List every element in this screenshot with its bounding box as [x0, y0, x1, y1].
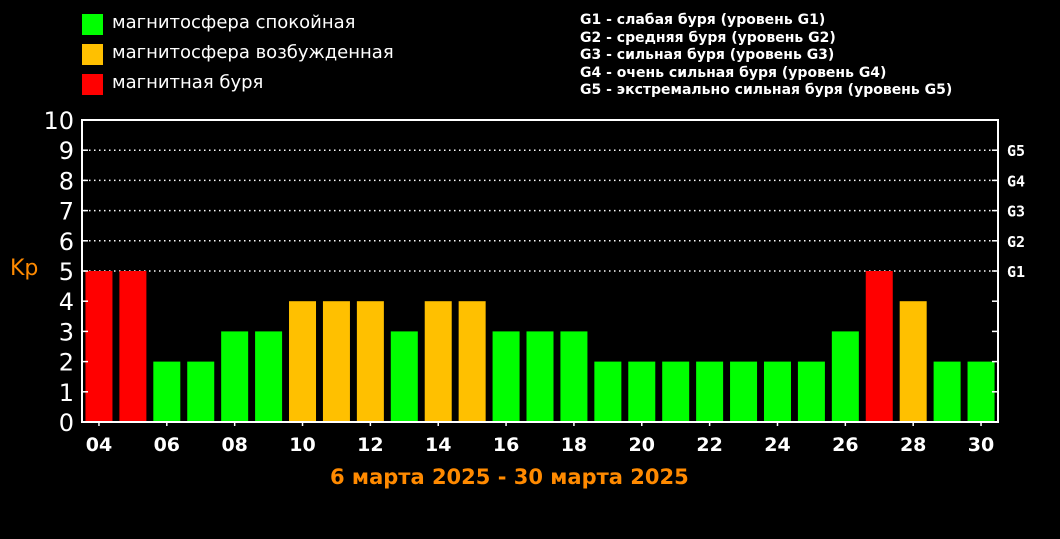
- bar: [255, 331, 283, 422]
- y-tick-label: 9: [59, 137, 74, 165]
- x-tick-label: 28: [900, 434, 926, 456]
- bar: [289, 301, 317, 422]
- bar: [322, 301, 350, 422]
- bar: [933, 361, 961, 422]
- y-tick-label: 1: [59, 379, 74, 407]
- right-tick-label: G5: [1007, 142, 1025, 160]
- storm-level-g5: G5 - экстремально сильная буря (уровень …: [580, 82, 953, 98]
- bar: [662, 361, 690, 422]
- y-tick-label: 4: [59, 288, 74, 316]
- storm-level-g4: G4 - очень сильная буря (уровень G4): [580, 64, 887, 81]
- x-tick-label: 22: [696, 434, 722, 456]
- legend-swatch-storm: [82, 74, 103, 95]
- legend-label-storm: магнитная буря: [112, 72, 264, 93]
- bar: [967, 361, 995, 422]
- storm-level-g1: G1 - слабая буря (уровень G1): [580, 12, 826, 28]
- x-tick-label: 10: [289, 434, 315, 456]
- x-tick-label: 08: [221, 434, 247, 456]
- bar: [458, 301, 486, 422]
- legend-label-quiet: магнитосфера спокойная: [112, 12, 356, 33]
- date-range-title: 6 марта 2025 - 30 марта 2025: [330, 465, 689, 489]
- y-tick-label: 6: [59, 228, 74, 256]
- bar: [899, 301, 927, 422]
- x-tick-label: 04: [86, 434, 112, 456]
- bar: [797, 361, 825, 422]
- legend-swatch-active: [82, 44, 103, 65]
- right-tick-label: G1: [1007, 263, 1025, 281]
- y-tick-label: 2: [59, 349, 74, 377]
- bar: [356, 301, 384, 422]
- bar: [390, 331, 418, 422]
- y-tick-label: 0: [59, 409, 74, 437]
- x-tick-label: 18: [561, 434, 587, 456]
- bar: [424, 301, 452, 422]
- bar: [831, 331, 859, 422]
- y-tick-label: 7: [59, 198, 74, 226]
- bar: [865, 271, 893, 422]
- bar: [187, 361, 215, 422]
- y-tick-label: 8: [59, 167, 74, 195]
- bar: [119, 271, 147, 422]
- bar: [763, 361, 791, 422]
- bar: [594, 361, 622, 422]
- y-tick-label: 10: [43, 107, 74, 135]
- storm-level-g2: G2 - средняя буря (уровень G2): [580, 29, 836, 46]
- bar: [492, 331, 520, 422]
- x-tick-label: 12: [357, 434, 383, 456]
- x-tick-label: 06: [154, 434, 180, 456]
- y-axis-label: Kp: [10, 256, 39, 281]
- right-tick-label: G2: [1007, 233, 1025, 251]
- x-tick-label: 20: [629, 434, 655, 456]
- right-tick-label: G4: [1007, 172, 1025, 190]
- right-tick-label: G3: [1007, 203, 1025, 221]
- storm-level-list: G1 - слабая буря (уровень G1) G2 - средн…: [580, 12, 952, 100]
- bar: [628, 361, 656, 422]
- y-tick-label: 5: [59, 258, 74, 286]
- x-tick-label: 14: [425, 434, 451, 456]
- bar: [85, 271, 113, 422]
- x-tick-label: 30: [968, 434, 994, 456]
- bar: [221, 331, 249, 422]
- bar: [696, 361, 724, 422]
- bar: [153, 361, 181, 422]
- bar: [730, 361, 758, 422]
- bar: [526, 331, 554, 422]
- bar: [560, 331, 588, 422]
- legend-swatch-quiet: [82, 14, 103, 35]
- x-tick-label: 26: [832, 434, 858, 456]
- storm-level-g3: G3 - сильная буря (уровень G3): [580, 47, 835, 63]
- y-tick-label: 3: [59, 318, 74, 346]
- x-tick-label: 24: [764, 434, 790, 456]
- legend-label-active: магнитосфера возбужденная: [112, 42, 394, 63]
- x-tick-label: 16: [493, 434, 519, 456]
